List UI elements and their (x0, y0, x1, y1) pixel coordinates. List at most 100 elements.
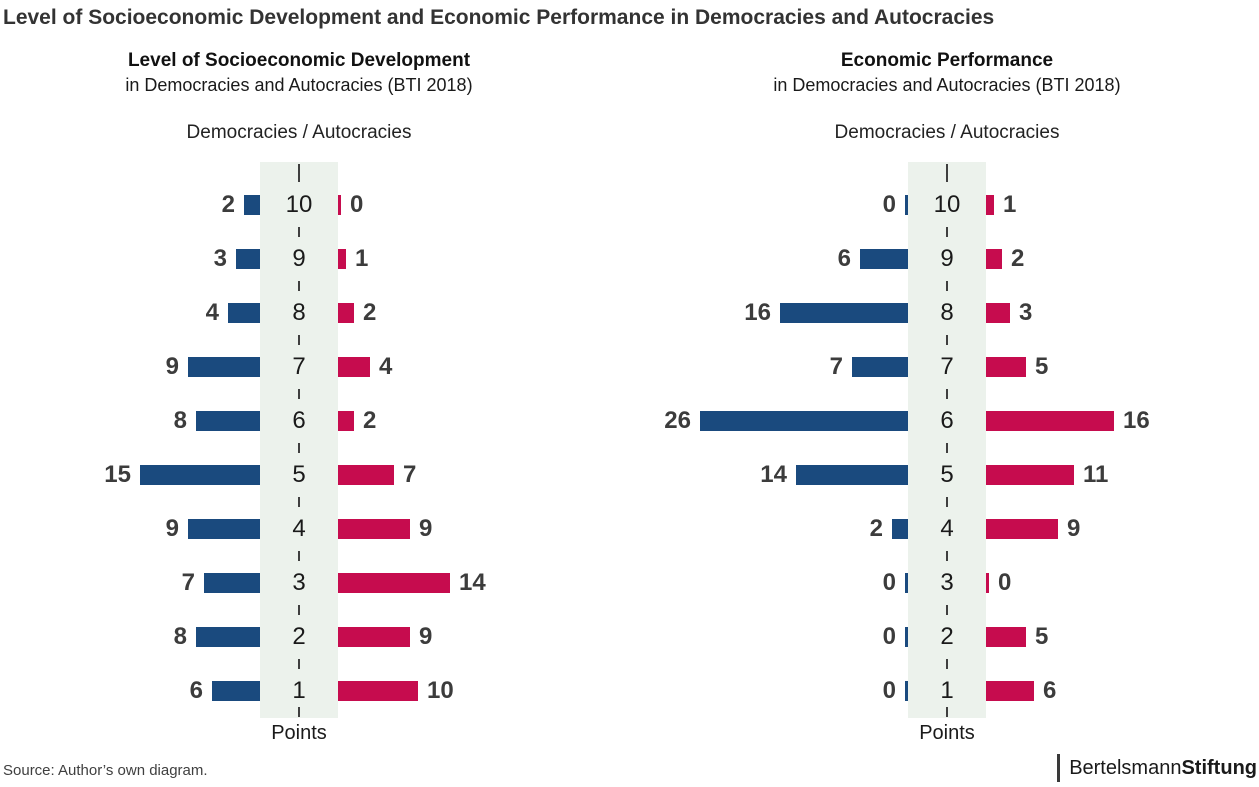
autocracies-value-label: 5 (1035, 623, 1049, 650)
chart-row: 2 4 9 (648, 502, 1246, 556)
axis-point-label: 3 (940, 569, 954, 596)
axis-tick (298, 497, 300, 507)
democracies-value-label: 7 (829, 353, 843, 380)
democracies-value-label: 4 (205, 299, 219, 326)
chart-row: 4 8 2 (0, 286, 598, 340)
brand-name-bold: Stiftung (1181, 756, 1257, 779)
axis-point-label: 10 (285, 191, 313, 218)
chart-title: Economic Performance (840, 50, 1054, 71)
chart-group-label: Democracies / Autocracies (834, 122, 1060, 143)
chart-subtitle: in Democracies and Autocracies (BTI 2018… (125, 75, 473, 95)
axis-band (260, 162, 338, 718)
autocracies-bar (986, 681, 1034, 701)
axis-point-label: 2 (940, 623, 954, 650)
autocracies-value-label: 4 (379, 353, 393, 380)
axis-band (908, 162, 986, 718)
axis-label: Points (919, 722, 975, 744)
axis-point-label: 4 (940, 515, 954, 542)
democracies-bar (905, 681, 908, 701)
autocracies-value-label: 9 (1067, 515, 1081, 542)
axis-tick (946, 659, 948, 669)
autocracies-value-label: 6 (1043, 677, 1057, 704)
axis-point-label: 7 (940, 353, 954, 380)
axis-point-label: 4 (292, 515, 306, 542)
axis-point-label: 10 (933, 191, 961, 218)
brand-name-regular: Bertelsmann (1069, 756, 1182, 779)
autocracies-value-label: 0 (998, 569, 1012, 596)
democracies-value-label: 26 (664, 407, 691, 434)
democracies-value-label: 16 (744, 299, 771, 326)
autocracies-value-label: 16 (1123, 407, 1150, 434)
axis-tick (298, 227, 300, 237)
axis-tick (298, 164, 300, 182)
axis-point-label: 6 (940, 407, 954, 434)
chart-row: 6 1 10 (0, 664, 598, 718)
axis-point-label: 5 (292, 461, 306, 488)
axis-tick (298, 443, 300, 453)
axis-point-label: 5 (940, 461, 954, 488)
democracies-value-label: 15 (104, 461, 131, 488)
autocracies-value-label: 2 (363, 407, 377, 434)
axis-point-label: 1 (940, 677, 954, 704)
democracies-bar (852, 357, 908, 377)
brand-logo-bar (1057, 754, 1061, 782)
democracies-bar (796, 465, 908, 485)
chart-row: 9 4 9 (0, 502, 598, 556)
axis-tick (946, 707, 948, 717)
autocracies-bar (338, 195, 341, 215)
axis-tick (298, 659, 300, 669)
autocracies-value-label: 1 (355, 245, 369, 272)
democracies-bar (905, 573, 908, 593)
democracies-value-label: 14 (760, 461, 787, 488)
autocracies-value-label: 2 (363, 299, 377, 326)
axis-point-label: 7 (292, 353, 306, 380)
autocracies-value-label: 2 (1011, 245, 1025, 272)
democracies-bar (140, 465, 260, 485)
axis-tick (298, 281, 300, 291)
democracies-bar (236, 249, 260, 269)
chart-row: 0 10 1 (648, 178, 1246, 232)
autocracies-value-label: 9 (419, 623, 433, 650)
democracies-bar (905, 627, 908, 647)
chart-row: 15 5 7 (0, 448, 598, 502)
autocracies-value-label: 10 (427, 677, 454, 704)
democracies-bar (905, 195, 908, 215)
democracies-value-label: 8 (173, 623, 187, 650)
democracies-value-label: 0 (882, 677, 896, 704)
chart-subtitle: in Democracies and Autocracies (BTI 2018… (773, 75, 1121, 95)
axis-point-label: 3 (292, 569, 306, 596)
autocracies-bar (986, 195, 994, 215)
autocracies-bar (338, 681, 418, 701)
autocracies-bar (986, 249, 1002, 269)
page-title: Level of Socioeconomic Development and E… (3, 6, 995, 29)
chart-row: 8 6 2 (0, 394, 598, 448)
chart-row: 8 2 9 (0, 610, 598, 664)
axis-point-label: 2 (292, 623, 306, 650)
axis-tick (946, 497, 948, 507)
chart-plot-area: 0 10 1 6 9 2 16 8 3 7 7 5 26 6 16 14 5 11 2 4 9 0 3 0 0 2 5 0 1 6 (648, 162, 1246, 718)
autocracies-value-label: 7 (403, 461, 417, 488)
axis-tick (298, 389, 300, 399)
axis-point-label: 6 (292, 407, 306, 434)
chart-row: 6 9 2 (648, 232, 1246, 286)
axis-tick (298, 551, 300, 561)
democracies-bar (204, 573, 260, 593)
source-note: Source: Author’s own diagram. (3, 762, 208, 779)
chart-row: 9 7 4 (0, 340, 598, 394)
chart-row: 14 5 11 (648, 448, 1246, 502)
democracies-value-label: 9 (165, 353, 179, 380)
democracies-value-label: 7 (181, 569, 195, 596)
chart-economic-performance: Economic Performance in Democracies and … (648, 50, 1246, 745)
chart-plot-area: 2 10 0 3 9 1 4 8 2 9 7 4 8 6 2 15 5 7 9 4 9 7 3 14 8 2 9 6 1 10 (0, 162, 598, 718)
democracies-bar (892, 519, 908, 539)
democracies-bar (228, 303, 260, 323)
axis-tick (946, 227, 948, 237)
autocracies-value-label: 3 (1019, 299, 1033, 326)
autocracies-bar (338, 303, 354, 323)
democracies-bar (244, 195, 260, 215)
democracies-value-label: 0 (882, 569, 896, 596)
axis-tick (946, 164, 948, 182)
axis-tick (298, 605, 300, 615)
axis-tick (946, 389, 948, 399)
democracies-bar (196, 411, 260, 431)
